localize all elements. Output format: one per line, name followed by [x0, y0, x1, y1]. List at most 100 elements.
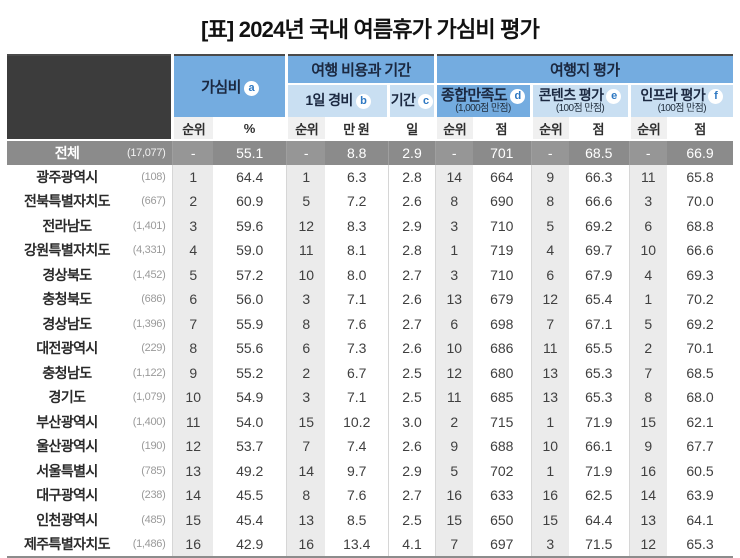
header-destination: 여행지 평가 — [433, 55, 734, 84]
daily-expense-value-cell: 6.3 — [347, 168, 367, 185]
gasimbi-rank-cell: 11 — [172, 409, 213, 434]
gasimbi-percent-cell: 59.0 — [236, 242, 264, 259]
infra-value-cell: 69.2 — [686, 315, 714, 332]
destination-label: 여행지 평가 — [549, 62, 620, 79]
daily-expense-value-cell: 7.6 — [347, 315, 367, 332]
daily-expense-value-cell: 6.7 — [347, 364, 367, 381]
content-value-cell: 66.3 — [585, 168, 613, 185]
daily-expense-rank-cell: 6 — [286, 336, 325, 361]
table-row: 충청북도 (686) 6 56.0 3 7.1 2.6 13 679 12 65… — [7, 287, 733, 312]
daily-expense-value-cell: 7.1 — [347, 291, 367, 308]
daily-expense-rank-cell: - — [286, 139, 325, 165]
gasimbi-percent-cell: 55.2 — [236, 364, 264, 381]
satisfaction-rank-cell: 13 — [434, 287, 474, 312]
content-rank-cell: 13 — [530, 385, 570, 410]
daily-expense-value-cell: 10.2 — [343, 413, 371, 430]
region-name-cell: 울산광역시 — [36, 438, 98, 455]
gasimbi-rank-cell: 15 — [172, 507, 213, 532]
satisfaction-value-cell: 685 — [490, 389, 514, 406]
content-rank-cell: 16 — [530, 483, 570, 508]
infra-rank-cell: 13 — [628, 507, 668, 532]
region-name-cell: 전라남도 — [42, 217, 92, 234]
duration-value-cell: 2.7 — [388, 262, 436, 287]
gasimbi-rank-cell: 7 — [172, 311, 213, 336]
infra-rank-cell: 4 — [628, 262, 668, 287]
infra-rank-cell: 1 — [628, 287, 668, 312]
region-name-cell: 충청남도 — [42, 364, 92, 381]
satisfaction-scale: (1,000점 만점) — [455, 102, 511, 114]
gasimbi-rank-cell: 16 — [172, 532, 213, 557]
footnote-f-badge: f — [708, 88, 724, 104]
daily-expense-value-cell: 7.3 — [347, 340, 367, 357]
region-name-cell: 경상남도 — [42, 315, 92, 332]
duration-value-cell: 2.9 — [388, 213, 436, 238]
gasimbi-evaluation-table: 가심비 a 여행 비용과 기간 여행지 평가 1일 경비 b 기간 c 종합만족도 d — [6, 54, 734, 558]
infra-rank-cell: 14 — [628, 483, 668, 508]
satisfaction-value-cell: 633 — [490, 487, 514, 504]
satisfaction-value-cell: 690 — [490, 193, 514, 210]
infra-value-cell: 65.3 — [686, 535, 714, 552]
infra-eval-scale: (100점 만점) — [657, 102, 707, 114]
gasimbi-percent-cell: 45.4 — [236, 511, 264, 528]
duration-value-cell: 2.6 — [388, 287, 436, 312]
gasimbi-percent-cell: 53.7 — [236, 438, 264, 455]
content-value-cell: 67.9 — [585, 266, 613, 283]
unit-point: 점 — [473, 117, 532, 140]
satisfaction-label: 종합만족도 — [441, 86, 508, 104]
duration-label: 기간 — [390, 92, 416, 108]
duration-value-cell: 2.9 — [388, 139, 436, 165]
gasimbi-rank-cell: 1 — [172, 164, 213, 189]
gasimbi-rank-cell: 9 — [172, 360, 213, 385]
duration-value-cell: 2.8 — [388, 164, 436, 189]
daily-expense-value-cell: 13.4 — [343, 535, 371, 552]
region-name-cell: 제주특별자치도 — [23, 535, 111, 552]
daily-expense-rank-cell: 11 — [286, 238, 325, 263]
infra-rank-cell: 10 — [628, 238, 668, 263]
infra-eval-label: 인프라 평가 — [640, 86, 706, 103]
table-row: 전체 (17,077) - 55.1 - 8.8 2.9 - 701 - 68.… — [6, 139, 734, 165]
footnote-b-badge: b — [355, 94, 371, 109]
daily-expense-rank-cell: 10 — [286, 262, 325, 287]
satisfaction-rank-cell: 3 — [434, 262, 474, 287]
infra-rank-cell: 8 — [628, 385, 668, 410]
sample-size-cell: (686) — [141, 293, 166, 306]
satisfaction-rank-cell: 16 — [434, 483, 474, 508]
daily-expense-rank-cell: 13 — [286, 507, 325, 532]
gasimbi-rank-cell: 5 — [172, 262, 213, 287]
corner-cell — [6, 55, 173, 140]
sample-size-cell: (190) — [141, 440, 166, 453]
unit-rank: 순위 — [529, 117, 570, 140]
infra-rank-cell: 16 — [628, 458, 668, 483]
duration-value-cell: 2.8 — [388, 238, 436, 263]
daily-expense-label: 1일 경비 — [305, 92, 353, 108]
gasimbi-percent-cell: 49.2 — [236, 462, 264, 479]
table-row: 울산광역시 (190) 12 53.7 7 7.4 2.6 9 688 10 6… — [7, 434, 733, 459]
infra-value-cell: 65.8 — [686, 168, 714, 185]
daily-expense-value-cell: 9.7 — [347, 462, 367, 479]
infra-rank-cell: 3 — [628, 189, 668, 214]
footnote-e-badge: e — [606, 88, 622, 104]
footnote-a-badge: a — [243, 81, 259, 96]
table-row: 강원특별자치도 (4,331) 4 59.0 11 8.1 2.8 1 719 … — [7, 238, 733, 263]
gasimbi-rank-cell: 4 — [172, 238, 213, 263]
header-cost-duration: 여행 비용과 기간 — [285, 55, 436, 84]
sample-size-cell: (1,401) — [132, 219, 166, 232]
content-rank-cell: 9 — [530, 164, 570, 189]
duration-value-cell: 4.1 — [388, 532, 436, 557]
gasimbi-percent-cell: 60.9 — [236, 193, 264, 210]
daily-expense-rank-cell: 8 — [286, 311, 325, 336]
infra-rank-cell: 9 — [628, 434, 668, 459]
satisfaction-rank-cell: 1 — [434, 238, 474, 263]
duration-value-cell: 3.0 — [388, 409, 436, 434]
content-eval-label: 콘텐츠 평가 — [538, 86, 604, 103]
daily-expense-value-cell: 8.0 — [347, 266, 367, 283]
infra-rank-cell: 5 — [628, 311, 668, 336]
duration-value-cell: 2.6 — [388, 189, 436, 214]
satisfaction-rank-cell: 7 — [434, 532, 474, 557]
infra-value-cell: 62.1 — [686, 413, 714, 430]
daily-expense-value-cell: 7.1 — [347, 389, 367, 406]
content-value-cell: 71.9 — [585, 413, 613, 430]
infra-rank-cell: 6 — [628, 213, 668, 238]
infra-rank-cell: 2 — [628, 336, 668, 361]
